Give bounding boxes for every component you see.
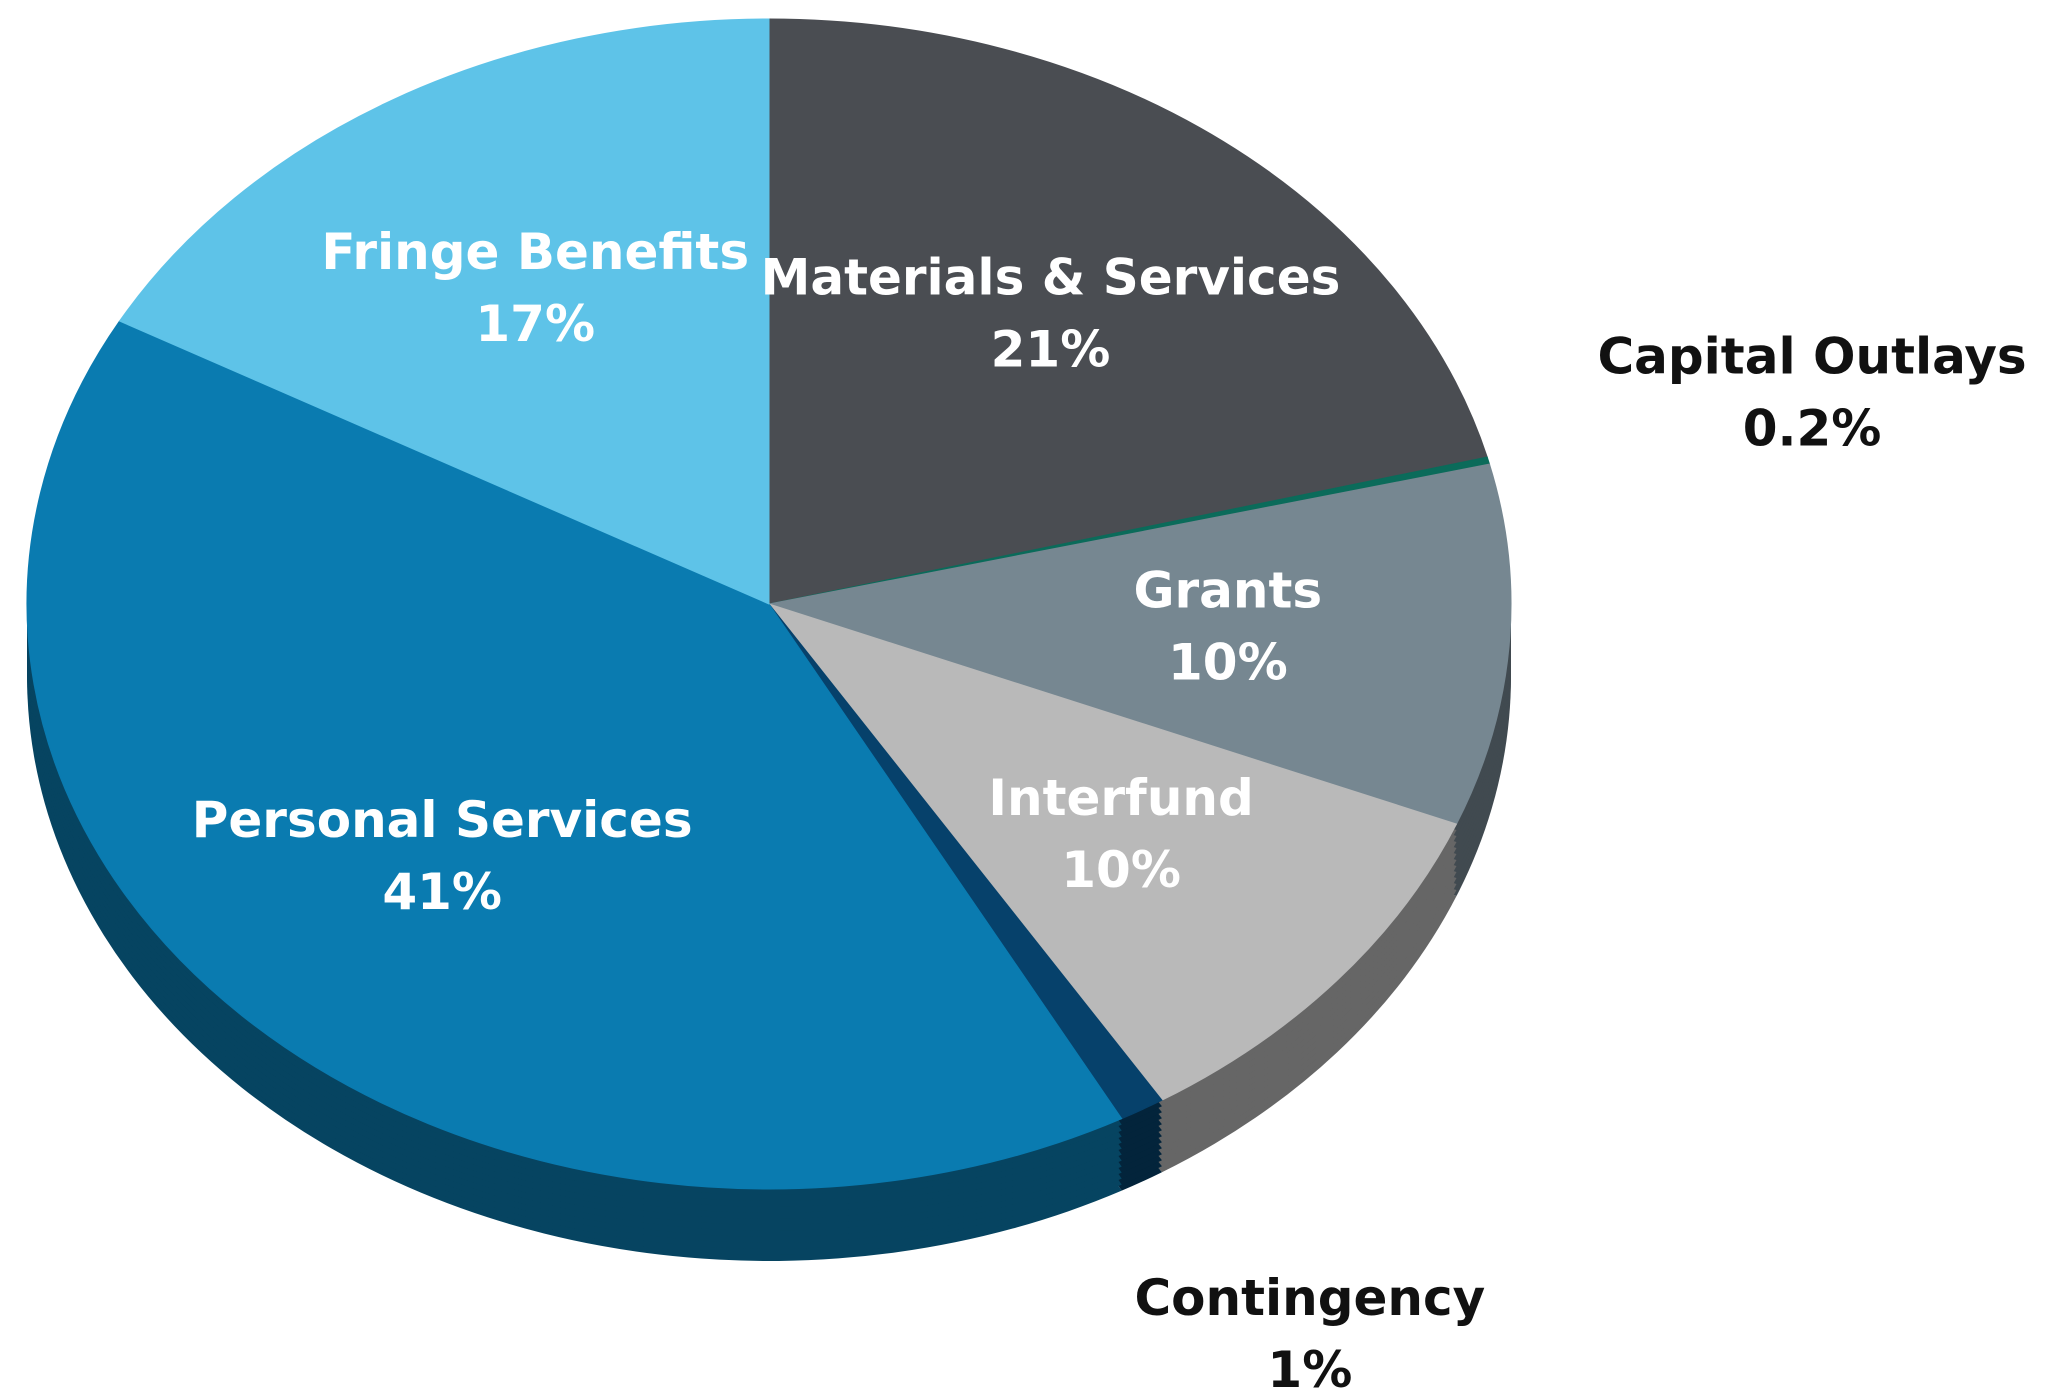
slice-value-label: 1% xyxy=(1267,1341,1352,1399)
slice-label: Interfund xyxy=(988,769,1253,827)
slice-value-label: 10% xyxy=(1061,841,1181,899)
slice-label: Contingency xyxy=(1134,1269,1485,1327)
slice xyxy=(768,18,1488,605)
slice-label: Capital Outlays xyxy=(1597,328,2026,386)
slice-label: Materials & Services xyxy=(761,249,1341,307)
slice-value-label: 0.2% xyxy=(1743,400,1882,458)
slice-value-label: 21% xyxy=(991,321,1111,379)
slice-label: Fringe Benefits xyxy=(321,223,749,281)
slice xyxy=(26,320,1123,1190)
slice xyxy=(118,18,770,605)
slice-label: Personal Services xyxy=(192,791,693,849)
slice-label: Grants xyxy=(1133,562,1322,620)
slice xyxy=(768,463,1512,825)
slice-value-label: 10% xyxy=(1168,634,1288,692)
slice-value-label: 17% xyxy=(475,295,595,353)
slice xyxy=(767,603,1458,1101)
slice-value-label: 41% xyxy=(382,863,502,921)
